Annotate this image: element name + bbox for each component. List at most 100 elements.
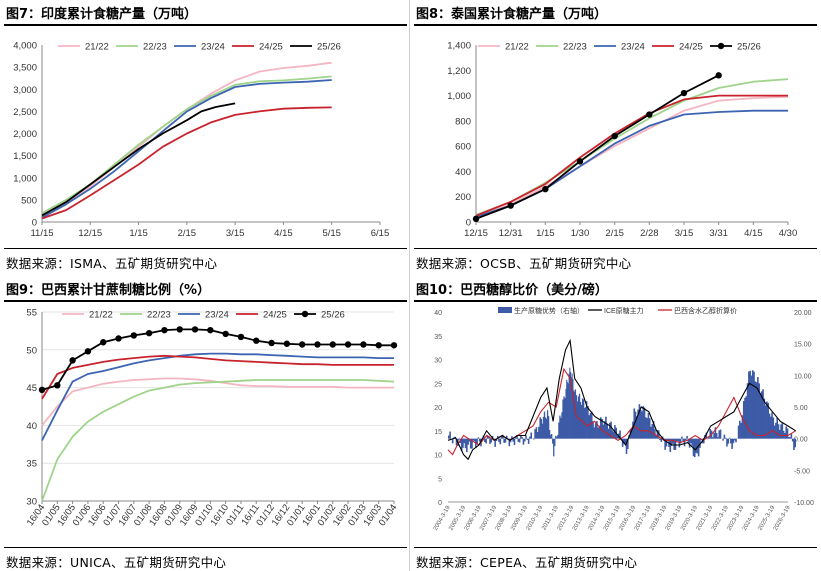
advantage-bar [657, 430, 660, 439]
series-line-21-22 [41, 377, 394, 426]
advantage-bar [587, 405, 589, 439]
y-left-tick-label: 35 [434, 334, 442, 341]
advantage-bar [561, 412, 563, 439]
advantage-bar [670, 438, 673, 446]
advantage-bar [678, 438, 681, 448]
advantage-bar [467, 438, 469, 445]
advantage-bar [473, 438, 476, 442]
advantage-bar [674, 438, 677, 450]
panel-source: 数据来源：OCSB、五矿期货研究中心 [416, 256, 632, 271]
x-tick-label: 1/15 [129, 228, 148, 239]
advantage-bar [688, 438, 691, 448]
advantage-bar [533, 438, 535, 440]
advantage-bar [739, 420, 741, 439]
advantage-bar [568, 373, 570, 439]
india-production-chart: 0 500 1,000 1,500 2,000 2,500 3,000 3,500 4,000 1… [13, 41, 390, 240]
panel-title: 图9：巴西累计甘蔗制糖比例（%） [6, 283, 211, 298]
advantage-bar [611, 430, 614, 439]
advantage-bar [790, 433, 793, 439]
advantage-bar [563, 396, 565, 439]
advantage-bar [656, 429, 659, 439]
advantage-bar [686, 435, 688, 439]
advantage-bar [551, 434, 553, 439]
series-line-25-26 [41, 102, 236, 217]
advantage-bar [502, 434, 504, 439]
advantage-bar [529, 436, 531, 439]
advantage-bar [731, 438, 733, 449]
data-point [611, 132, 618, 140]
y-tick-label: 0 [466, 218, 471, 229]
x-tick-label: 12/15 [78, 228, 102, 239]
advantage-bar [630, 430, 633, 439]
advantage-bar [526, 438, 529, 440]
advantage-bar [489, 438, 491, 444]
advantage-bar [451, 438, 454, 444]
advantage-bar [548, 430, 551, 439]
advantage-bar [593, 427, 596, 439]
legend-label: ICE原糖主力 [604, 306, 644, 315]
advantage-bar [588, 415, 590, 439]
advantage-bar [541, 423, 544, 439]
advantage-bar [471, 438, 473, 449]
y-tick-label: 3,500 [13, 63, 37, 74]
advantage-bar [669, 438, 672, 453]
advantage-bar [449, 431, 451, 439]
advantage-bar [513, 438, 516, 446]
data-point [298, 341, 306, 348]
x-tick-label: 4/30 [779, 228, 798, 239]
title-rule [414, 300, 817, 302]
advantage-bar [755, 382, 758, 439]
advantage-bar [684, 438, 687, 441]
advantage-bar [500, 436, 503, 439]
advantage-bar [737, 425, 740, 439]
advantage-bar [578, 393, 581, 439]
data-point [646, 111, 653, 118]
x-tick-label: 6/15 [371, 228, 390, 239]
y-tick-label: 400 [455, 167, 471, 178]
series-line-25-26 [475, 74, 720, 220]
title-rule [4, 300, 407, 302]
advantage-bar [598, 425, 601, 439]
data-point [54, 382, 61, 389]
advantage-bar [712, 437, 714, 439]
advantage-bar [534, 429, 536, 439]
advantage-bar [789, 437, 791, 439]
data-point [268, 339, 275, 347]
series-line-23-24 [475, 109, 788, 218]
panel-source: 数据来源：CEPEA、五矿期货研究中心 [416, 555, 638, 570]
y-tick-label: 200 [455, 192, 471, 203]
advantage-bar [733, 438, 736, 441]
advantage-bar [780, 424, 782, 439]
advantage-bar [648, 418, 651, 439]
advantage-bar [764, 405, 767, 439]
panel-title: 图10：巴西糖醇比价（美分/磅） [416, 283, 608, 298]
advantage-bar [596, 421, 598, 439]
thailand-production-chart: 0 200 400 600 800 1,000 1,200 1,400 12/15 12/31 1/… [447, 41, 798, 240]
x-tick-label: 3/15 [226, 228, 245, 239]
y-tick-label: 0 [32, 218, 37, 229]
advantage-bar [728, 437, 731, 439]
source-rule [4, 248, 407, 249]
advantage-bar [693, 438, 696, 458]
advantage-bar [514, 437, 517, 439]
advantage-bar [564, 398, 566, 439]
x-tick-label: 5/15 [322, 228, 341, 239]
advantage-bar [560, 417, 562, 439]
brazil-sugar-mix-chart: 30354045505516/0401/0516/0501/0616/0601/… [25, 308, 400, 529]
series-line-24-25 [41, 106, 332, 220]
advantage-bar [642, 406, 645, 439]
advantage-bar [573, 390, 575, 439]
advantage-bar [580, 404, 583, 439]
y-tick-label: 2,500 [13, 107, 37, 118]
legend-label: 24/25 [259, 42, 283, 53]
advantage-bar [639, 409, 642, 439]
y-left-tick-label: 0 [438, 500, 442, 507]
advantage-bar [455, 438, 458, 446]
advantage-bar [539, 417, 542, 439]
advantage-bar [623, 438, 625, 444]
advantage-bar [538, 426, 540, 439]
advantage-bar [675, 438, 678, 442]
y-tick-label: 45 [26, 383, 37, 394]
y-tick-label: 1,200 [447, 66, 471, 77]
advantage-bar [723, 434, 726, 439]
